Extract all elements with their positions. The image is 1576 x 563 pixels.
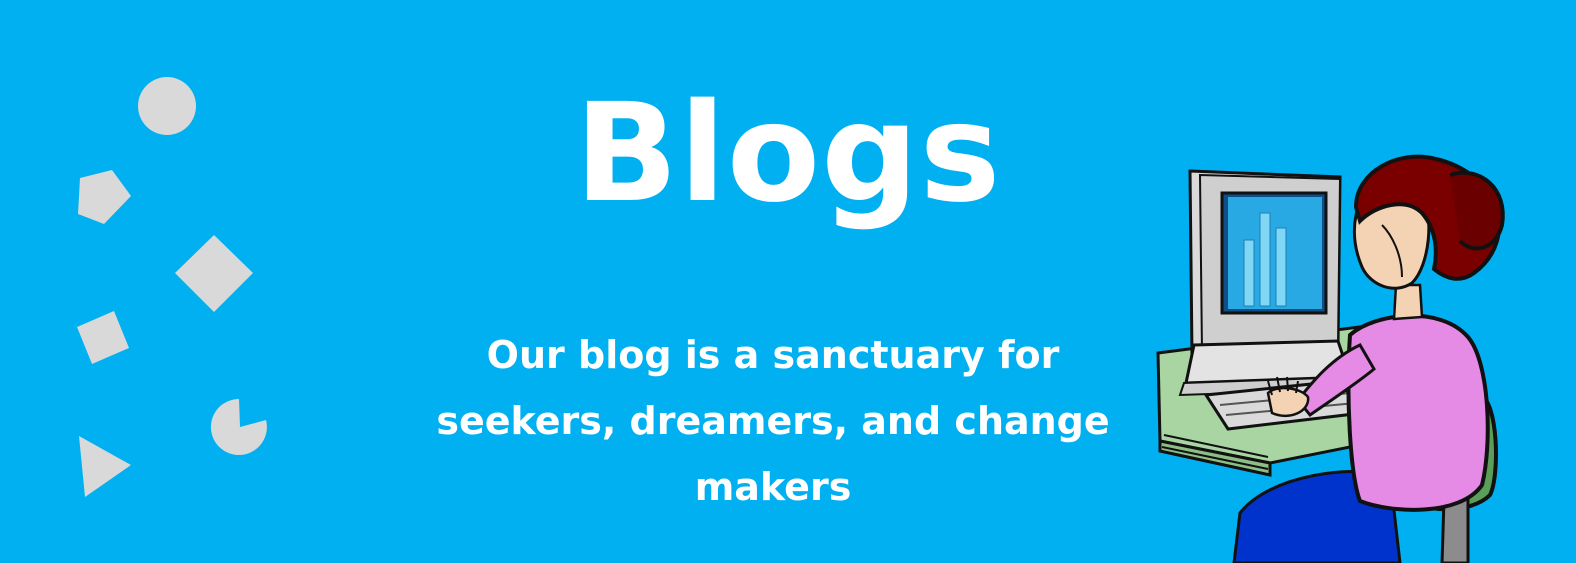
triangle-icon: [79, 436, 131, 497]
monitor-icon: [1178, 169, 1358, 397]
woman-figure: [1232, 154, 1505, 563]
decorative-shapes: [77, 77, 267, 497]
pentagon-icon: [78, 170, 131, 224]
page-title: Blogs: [574, 75, 1002, 233]
circle-icon: [138, 77, 196, 135]
diamond-icon: [175, 235, 253, 312]
tagline: Our blog is a sanctuary for seekers, dre…: [436, 333, 1110, 509]
woman-at-computer-illustration: [1156, 154, 1505, 563]
pie-icon: [210, 398, 267, 455]
small-diamond-icon: [77, 311, 129, 364]
